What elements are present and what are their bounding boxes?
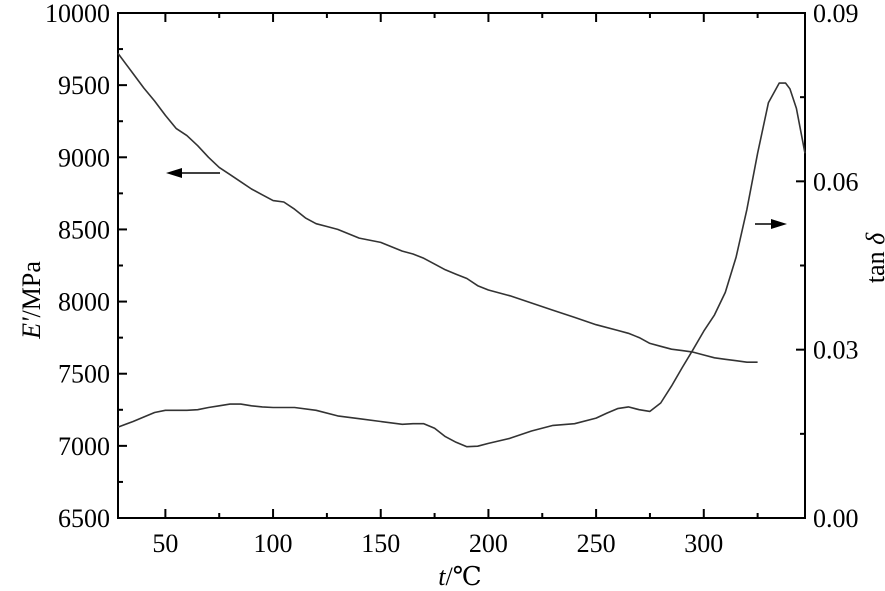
x-tick-label: 50 [152,529,178,558]
y-left-tick-label: 10000 [45,0,110,28]
tan-delta-line [117,82,806,448]
x-tick-label: 200 [469,529,508,558]
y-right-tick-label: 0.00 [813,504,859,533]
y-left-tick-label: 8500 [58,215,110,244]
x-tick-label: 250 [577,529,616,558]
y-right-tick-label: 0.09 [813,0,859,28]
y-left-tick-label: 9500 [58,71,110,100]
y-left-tick-label: 7000 [58,432,110,461]
y-left-tick-label: 9000 [58,143,110,172]
x-tick-label: 150 [361,529,400,558]
y-right-tick-label: 0.06 [813,167,859,196]
left-axis-arrow [166,168,220,178]
y-left-tick-label: 8000 [58,288,110,317]
storage-modulus-line [117,52,758,364]
axes: 50 100 150 200 250 300 6500 7000 7500 8000 8500 900… [45,0,859,558]
right-axis-arrow [755,219,787,229]
y-right-tick-label: 0.03 [813,336,859,365]
y-left-axis-title: E'/MPa [17,261,46,340]
x-axis-title: t/℃ [438,562,482,591]
y-right-axis-title: tan δ [861,232,885,283]
series-layer [117,52,806,448]
y-left-tick-label: 7500 [58,360,110,389]
y-left-tick-label: 6500 [58,504,110,533]
plot-frame [117,12,806,519]
x-tick-label: 100 [254,529,293,558]
x-tick-label: 300 [684,529,723,558]
